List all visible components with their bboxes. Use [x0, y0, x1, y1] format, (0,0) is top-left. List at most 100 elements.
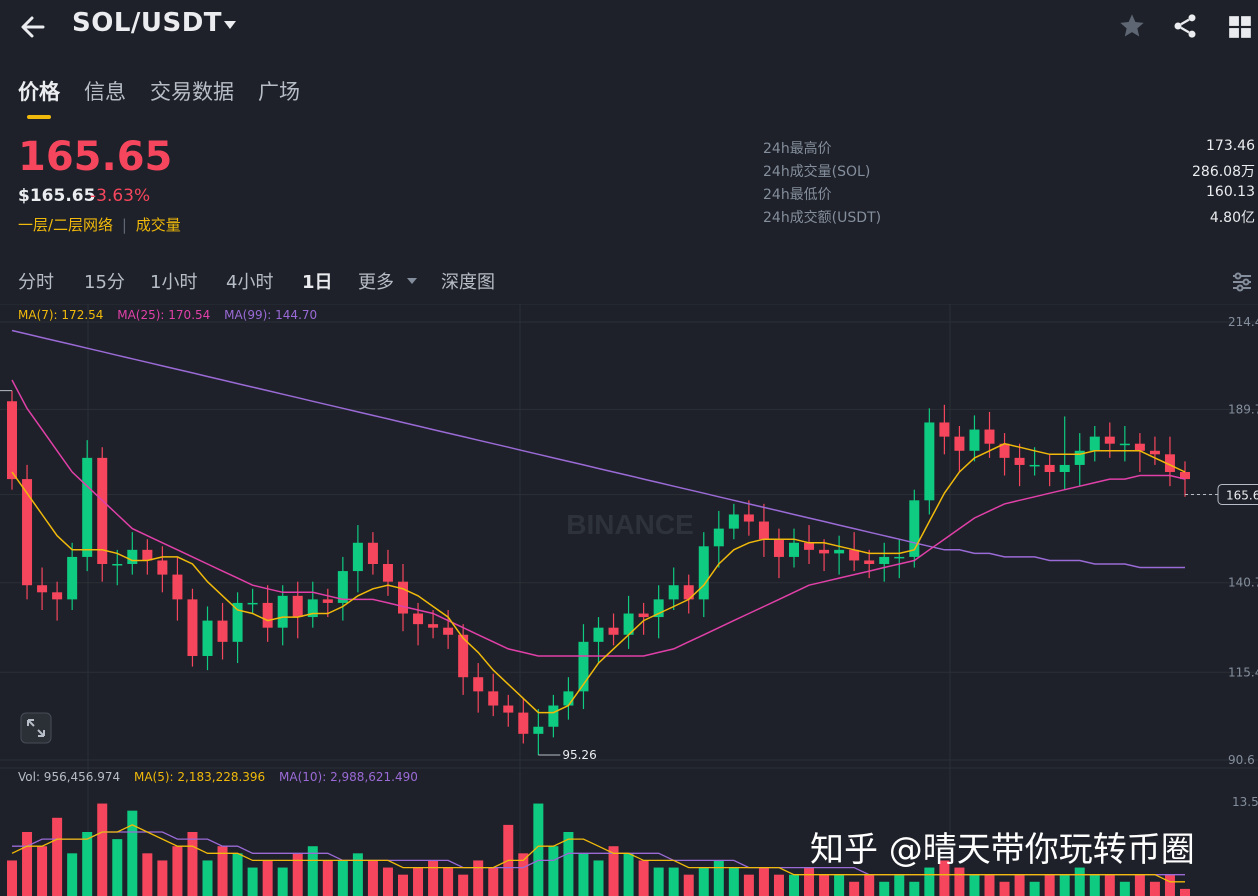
- volume-legend: Vol: 956,456.974 MA(5): 2,183,228.396 MA…: [18, 770, 418, 784]
- arrow-left-icon[interactable]: [18, 12, 48, 42]
- candle: [398, 581, 408, 614]
- y-tick-label: 140.7: [1228, 576, 1258, 590]
- ma-legend: MA(7): 172.54 MA(25): 170.54 MA(99): 144…: [18, 308, 317, 322]
- volume-bar: [533, 803, 544, 896]
- share-icon[interactable]: [1171, 12, 1199, 40]
- candle: [834, 549, 845, 554]
- fullscreen-icon[interactable]: [20, 712, 52, 744]
- stat-row: 24h最低价 160.13: [763, 184, 1255, 207]
- volume-bar: [1029, 881, 1040, 896]
- tags: 一层/二层网络 | 成交量: [18, 214, 181, 235]
- volume-bar: [428, 860, 439, 896]
- interval-depth[interactable]: 深度图: [441, 272, 495, 293]
- tab-price[interactable]: 价格: [18, 80, 60, 104]
- interval-more[interactable]: 更多: [358, 272, 394, 293]
- candle: [999, 443, 1010, 458]
- interval-15m[interactable]: 15分: [84, 272, 125, 293]
- pair-title[interactable]: SOL/USDT: [72, 8, 223, 38]
- candle: [533, 726, 544, 734]
- candle: [37, 585, 48, 593]
- candle: [683, 585, 694, 600]
- volume-bar: [232, 853, 243, 896]
- volume-bar: [924, 867, 935, 896]
- candle: [924, 422, 935, 501]
- tab-info[interactable]: 信息: [84, 80, 126, 104]
- candle: [428, 624, 439, 628]
- interval-bar: 分时 15分 1小时 4小时 1日 更多 深度图: [0, 262, 1258, 302]
- volume-bar: [563, 832, 574, 896]
- tag-volume[interactable]: 成交量: [135, 216, 181, 234]
- volume-bar: [1059, 874, 1070, 896]
- candle: [97, 457, 108, 564]
- interval-4h[interactable]: 4小时: [226, 272, 274, 293]
- more-caret-icon[interactable]: [406, 276, 418, 286]
- candle: [382, 563, 393, 582]
- kline-chart[interactable]: BINANCE 214.4189.7165.6140.7115.490.613.…: [0, 304, 1258, 896]
- vol-legend: Vol: 956,456.974: [18, 770, 121, 784]
- volume-bar: [458, 874, 469, 896]
- volume-bar: [1044, 874, 1055, 896]
- candle: [653, 599, 664, 618]
- ma7-legend: MA(7): 172.54: [18, 308, 104, 322]
- volume-bar: [894, 874, 905, 896]
- volume-bar: [1180, 888, 1190, 896]
- chart-settings-icon[interactable]: [1230, 270, 1254, 294]
- tag-divider: |: [121, 216, 127, 234]
- volume-bar: [1014, 874, 1025, 896]
- ma99-legend: MA(99): 144.70: [224, 308, 318, 322]
- candle: [563, 691, 574, 706]
- binance-watermark: BINANCE: [566, 509, 694, 540]
- tag-layer-network[interactable]: 一层/二层网络: [18, 216, 114, 234]
- volume-y-tick-label: 13.5: [1232, 795, 1258, 809]
- volume-bar: [157, 860, 168, 896]
- candle: [713, 528, 724, 547]
- volume-bar: [1119, 881, 1130, 896]
- volume-bar: [292, 853, 303, 896]
- volume-bar: [969, 874, 980, 896]
- grid-icon[interactable]: [1227, 14, 1253, 40]
- candle: [1014, 457, 1025, 465]
- star-icon[interactable]: [1118, 12, 1146, 40]
- vol-ma5-line: [11, 824, 1185, 883]
- volume-bar: [593, 860, 604, 896]
- candle: [1149, 450, 1160, 455]
- volume-bar: [819, 874, 830, 896]
- stat-row: 24h成交额(USDT) 4.80亿: [763, 207, 1255, 230]
- tab-trade-data[interactable]: 交易数据: [150, 80, 234, 104]
- y-tick-label: 189.7: [1228, 402, 1258, 416]
- tab-square[interactable]: 广场: [258, 80, 300, 104]
- candle: [578, 641, 589, 692]
- volume-bar: [1164, 874, 1175, 896]
- volume-bar: [488, 867, 499, 896]
- volume-bar: [1134, 874, 1145, 896]
- volume-bar: [864, 874, 875, 896]
- interval-timeline[interactable]: 分时: [18, 272, 54, 293]
- last-price-badge-label: 165.65: [1226, 488, 1258, 502]
- ma99-line: [11, 329, 1185, 569]
- caret-down-icon[interactable]: [222, 18, 238, 32]
- interval-1d[interactable]: 1日: [302, 272, 333, 293]
- volume-bar: [1104, 874, 1115, 896]
- candle: [548, 705, 559, 727]
- volume-bar: [337, 860, 348, 896]
- candle: [217, 620, 228, 642]
- candle: [939, 422, 950, 437]
- candle: [82, 457, 93, 557]
- active-tab-indicator: [27, 115, 51, 119]
- stat-row: 24h最高价 173.46: [763, 138, 1255, 161]
- candle: [352, 542, 363, 572]
- vol-ma5-legend: MA(5): 2,183,228.396: [133, 770, 266, 784]
- ma7-line: [11, 442, 1186, 714]
- volume-bar: [277, 867, 288, 896]
- candle: [127, 549, 138, 564]
- volume-bar: [307, 846, 318, 896]
- candle: [969, 429, 980, 451]
- volume-bar: [413, 867, 424, 896]
- volume-bar: [608, 846, 619, 896]
- interval-1h[interactable]: 1小时: [150, 272, 198, 293]
- candle: [1059, 464, 1070, 473]
- candle: [247, 602, 258, 605]
- stat-value: 4.80亿: [1209, 210, 1255, 226]
- candle: [307, 599, 318, 618]
- volume-bar: [879, 881, 890, 896]
